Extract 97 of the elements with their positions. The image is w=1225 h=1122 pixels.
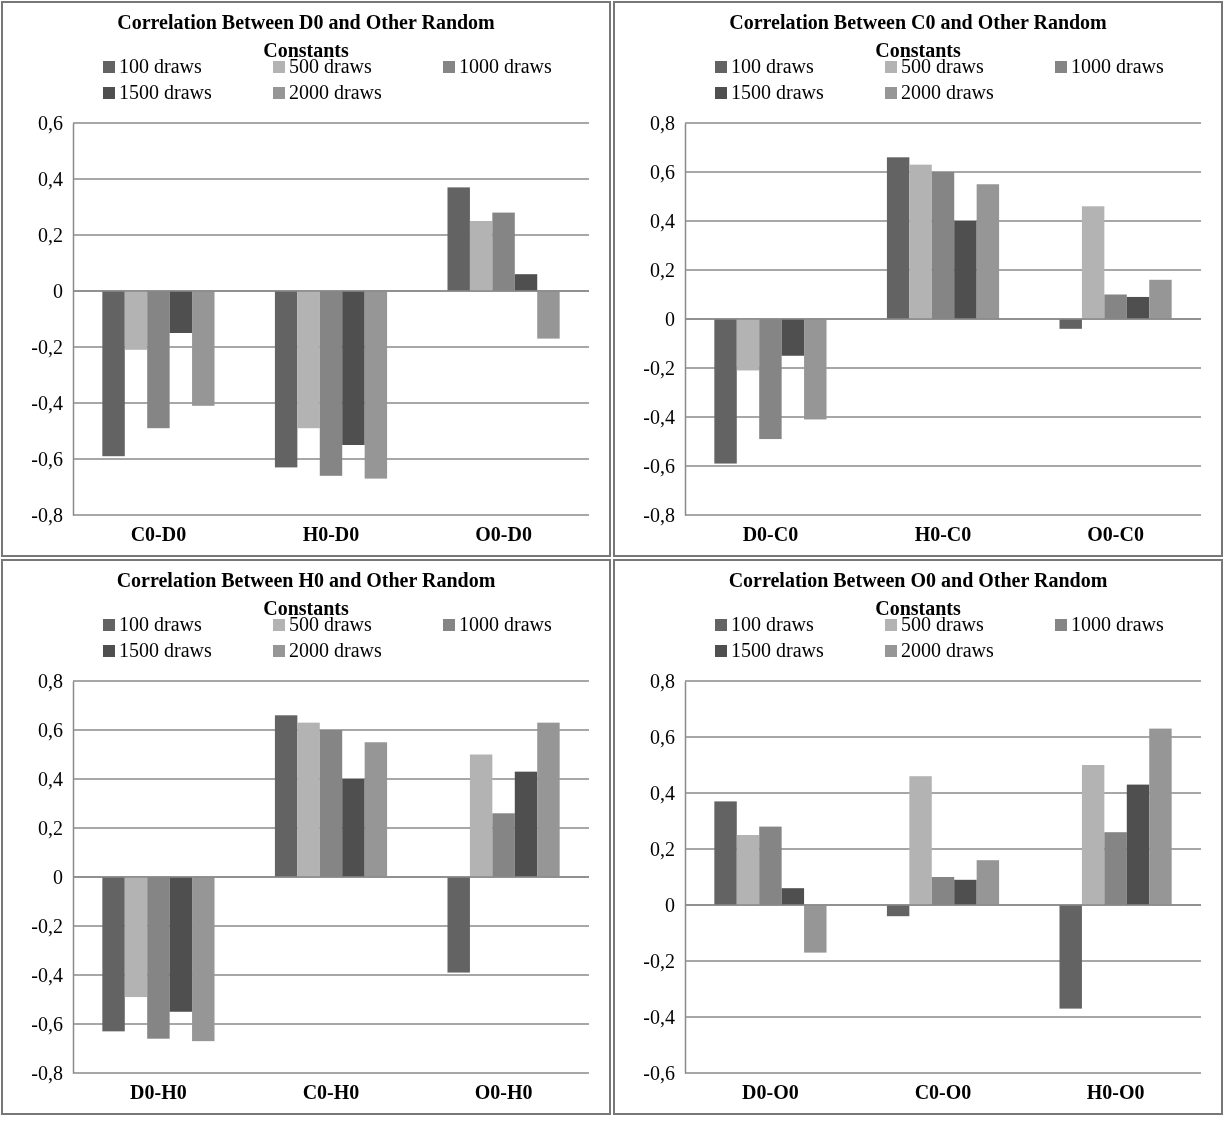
- y-tick-label: 0,6: [38, 111, 63, 134]
- y-tick-label: -0,8: [31, 1061, 63, 1084]
- legend-label: 1000 draws: [459, 613, 552, 635]
- bar: [124, 291, 148, 350]
- y-tick-label: 0,6: [38, 718, 63, 741]
- x-tick-label: H0-O0: [1086, 1081, 1145, 1103]
- x-tick-label: H0-D0: [302, 523, 360, 545]
- x-tick-label: O0-C0: [1087, 523, 1144, 545]
- x-tick-label: C0-H0: [302, 1081, 360, 1103]
- bar: [124, 877, 148, 998]
- bar: [1081, 765, 1105, 905]
- bar: [714, 319, 737, 464]
- y-tick-label: -0,4: [643, 405, 675, 428]
- legend-label: 100 draws: [731, 55, 814, 77]
- y-tick-label: 0,4: [38, 767, 63, 790]
- y-tick-label: 0,2: [38, 223, 63, 246]
- y-tick-label: -0,4: [31, 963, 63, 986]
- y-tick-label: 0,8: [650, 111, 675, 134]
- legend-label: 1000 draws: [1071, 55, 1164, 77]
- x-tick-label: D0-C0: [742, 523, 799, 545]
- legend-label: 2000 draws: [289, 81, 382, 103]
- bar: [1059, 905, 1082, 1009]
- y-tick-label: 0,6: [650, 160, 675, 183]
- y-tick-label: -0,4: [31, 391, 63, 414]
- bar: [469, 754, 493, 877]
- bar: [447, 877, 470, 973]
- bar: [1126, 784, 1150, 905]
- y-tick-label: -0,8: [643, 503, 675, 526]
- legend-label: 2000 draws: [289, 639, 382, 661]
- bar: [954, 221, 977, 319]
- bar: [342, 291, 365, 445]
- y-tick-label: -0,4: [643, 1005, 675, 1028]
- y-tick-label: -0,2: [643, 949, 675, 972]
- bar: [102, 877, 125, 1032]
- bar: [714, 801, 737, 905]
- y-tick-label: -0,6: [643, 1061, 675, 1084]
- x-tick-label: O0-D0: [475, 523, 532, 545]
- bar: [781, 888, 805, 905]
- y-tick-label: -0,8: [31, 503, 63, 526]
- bar: [169, 877, 193, 1012]
- y-tick-label: 0: [53, 279, 63, 302]
- bar: [1059, 319, 1082, 329]
- y-tick-label: -0,2: [643, 356, 675, 379]
- x-tick-label: O0-H0: [474, 1081, 533, 1103]
- y-tick-label: -0,6: [31, 447, 63, 470]
- bar: [169, 291, 193, 333]
- legend-label: 1000 draws: [1071, 613, 1164, 635]
- bar: [274, 715, 298, 877]
- legend-label: 1500 draws: [119, 81, 212, 103]
- bar: [1126, 296, 1150, 319]
- y-tick-label: 0,2: [38, 816, 63, 839]
- y-tick-label: 0,8: [650, 669, 675, 692]
- y-tick-label: -0,2: [31, 914, 63, 937]
- bar: [736, 319, 760, 371]
- x-tick-label: D0-H0: [130, 1081, 187, 1103]
- bar: [514, 274, 538, 291]
- bar: [514, 771, 538, 877]
- y-tick-label: 0,4: [38, 167, 63, 190]
- y-tick-label: 0,2: [650, 837, 675, 860]
- bar: [297, 291, 320, 429]
- x-tick-label: H0-C0: [914, 523, 972, 545]
- bar: [102, 291, 125, 457]
- y-tick-label: 0: [53, 865, 63, 888]
- bar: [342, 779, 365, 877]
- legend-label: 1500 draws: [731, 81, 824, 103]
- bar: [909, 776, 932, 905]
- bar: [781, 319, 805, 356]
- y-tick-label: 0: [665, 307, 675, 330]
- x-tick-label: C0-O0: [914, 1081, 972, 1103]
- x-tick-label: D0-O0: [742, 1081, 799, 1103]
- bar: [909, 164, 932, 319]
- bar: [736, 835, 760, 905]
- y-tick-label: 0,4: [650, 781, 675, 804]
- bar: [297, 722, 320, 877]
- legend-label: 2000 draws: [901, 639, 994, 661]
- legend-label: 1000 draws: [459, 55, 552, 77]
- y-tick-label: -0,6: [643, 454, 675, 477]
- bar: [954, 879, 977, 905]
- y-tick-label: 0,8: [38, 669, 63, 692]
- bar: [886, 157, 910, 319]
- x-tick-label: C0-D0: [130, 523, 187, 545]
- y-tick-label: 0,4: [650, 209, 675, 232]
- y-tick-label: 0,2: [650, 258, 675, 281]
- bar: [447, 187, 470, 291]
- y-tick-label: 0: [665, 893, 675, 916]
- legend-label: 2000 draws: [901, 81, 994, 103]
- y-tick-label: 0,6: [650, 725, 675, 748]
- y-tick-label: -0,6: [31, 1012, 63, 1035]
- legend-label: 100 draws: [731, 613, 814, 635]
- legend-label: 100 draws: [119, 613, 202, 635]
- bar: [469, 221, 493, 291]
- legend-label: 1500 draws: [731, 639, 824, 661]
- bar: [1081, 206, 1105, 319]
- legend-label: 100 draws: [119, 55, 202, 77]
- bar: [274, 291, 298, 468]
- y-tick-label: -0,2: [31, 335, 63, 358]
- legend-label: 1500 draws: [119, 639, 212, 661]
